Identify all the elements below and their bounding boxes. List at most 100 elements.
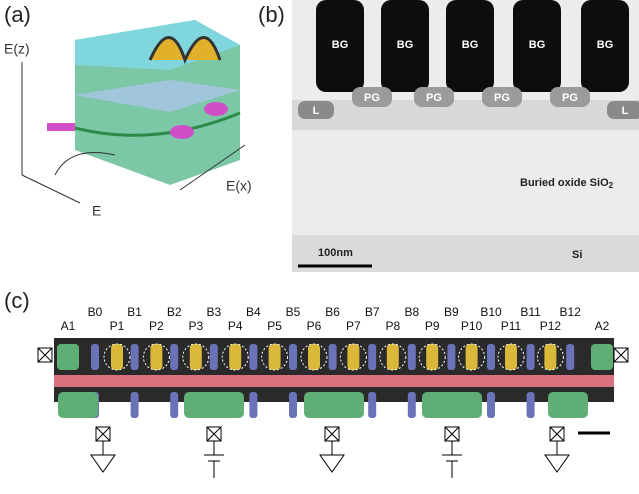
panel-label: (b) — [258, 2, 285, 27]
barrier-gate — [210, 344, 218, 370]
barrier-gate — [408, 392, 416, 418]
barrier-gate — [566, 344, 574, 370]
gate-label: PG — [494, 92, 510, 104]
plunger-gate — [387, 344, 399, 370]
gate-label: B2 — [167, 305, 182, 319]
gate-label: B3 — [206, 305, 221, 319]
lead-label: L — [622, 105, 629, 117]
gate-label: B12 — [560, 305, 582, 319]
barrier-gate — [289, 344, 297, 370]
gate-label: P8 — [385, 319, 400, 333]
gate-label: BG — [332, 39, 349, 51]
gate-label: BG — [529, 39, 546, 51]
figure: (a) E(z) E(x) E (b) Buried oxide SiO2 10… — [0, 0, 639, 494]
gate-label: P12 — [540, 319, 562, 333]
panel-a: (a) E(z) E(x) E — [4, 2, 252, 219]
accumulation-gate — [591, 344, 613, 370]
gate-label: P2 — [149, 319, 164, 333]
gate-label: P10 — [461, 319, 483, 333]
plunger-gate — [347, 344, 359, 370]
lead-label: L — [313, 105, 320, 117]
dot — [204, 102, 228, 116]
gate-label: B1 — [127, 305, 142, 319]
barrier-gate — [368, 344, 376, 370]
barrier-gate — [170, 344, 178, 370]
barrier-gate — [170, 392, 178, 418]
gate-label: B11 — [520, 305, 541, 319]
reservoir-gate — [58, 392, 98, 418]
capacitor — [204, 455, 224, 478]
plunger-gate — [190, 344, 202, 370]
gate-label: BG — [462, 39, 479, 51]
barrier-gate — [487, 392, 495, 418]
gate-label: B9 — [444, 305, 459, 319]
plunger-gate — [111, 344, 123, 370]
gate-label: P11 — [501, 319, 522, 333]
barrier-gate — [131, 344, 139, 370]
oxide-label: Buried oxide SiO2 — [520, 177, 614, 190]
plunger-gate — [150, 344, 162, 370]
gate-label: B10 — [480, 305, 502, 319]
substrate-label: Si — [572, 249, 582, 261]
plunger-gate — [269, 344, 281, 370]
barrier-gate — [329, 344, 337, 370]
ground — [91, 455, 115, 472]
plunger-gate — [426, 344, 438, 370]
accumulation-gate — [57, 344, 79, 370]
panel-label: (a) — [4, 2, 31, 27]
gate-label: B6 — [325, 305, 340, 319]
gate-label: B4 — [246, 305, 261, 319]
dot-level — [47, 123, 75, 131]
scale-label: 100nm — [318, 247, 353, 259]
plunger-gate — [308, 344, 320, 370]
barrier-gate — [91, 344, 99, 370]
gate-label: BG — [597, 39, 614, 51]
gate-label: P1 — [110, 319, 125, 333]
gate-label: B7 — [365, 305, 380, 319]
barrier-gate — [487, 344, 495, 370]
barrier-gate — [289, 392, 297, 418]
reservoir-gate — [184, 392, 244, 418]
ground — [545, 455, 569, 472]
ground — [320, 455, 344, 472]
reservoir-gate — [548, 392, 588, 418]
gate-label: PG — [364, 92, 380, 104]
gate-label: B5 — [286, 305, 301, 319]
axis-label: E — [92, 203, 101, 219]
gate-label: PG — [562, 92, 578, 104]
panel-b: (b) Buried oxide SiO2 100nm Si BG BG BG BG B… — [258, 0, 639, 272]
axis-label: E(x) — [226, 178, 252, 194]
barrier-gate — [527, 392, 535, 418]
gate-label: PG — [426, 92, 442, 104]
gate-label: P5 — [267, 319, 282, 333]
barrier-gate — [527, 344, 535, 370]
barrier-gate — [249, 344, 257, 370]
panel-label: (c) — [4, 288, 30, 313]
reservoir-gate — [304, 392, 364, 418]
gate-label: BG — [397, 39, 414, 51]
barrier-gate — [368, 392, 376, 418]
gate-label: B0 — [88, 305, 103, 319]
plunger-gate — [466, 344, 478, 370]
dot — [170, 125, 194, 139]
gate-label: P3 — [188, 319, 203, 333]
capacitor — [442, 455, 462, 478]
axis-label: E(z) — [4, 41, 30, 57]
gate-label: P4 — [228, 319, 243, 333]
barrier-gate — [447, 344, 455, 370]
axis — [22, 175, 80, 203]
channel — [54, 375, 614, 387]
gate-label: P7 — [346, 319, 361, 333]
reservoir-gate — [422, 392, 482, 418]
barrier-gate — [131, 392, 139, 418]
barrier-gate — [408, 344, 416, 370]
plunger-gate — [229, 344, 241, 370]
gate-label: A1 — [61, 319, 76, 333]
gate-label: P6 — [307, 319, 322, 333]
plunger-gate — [505, 344, 517, 370]
gate-label: A2 — [595, 319, 610, 333]
gate-label: P9 — [425, 319, 440, 333]
barrier-gate — [249, 392, 257, 418]
plunger-gate — [544, 344, 556, 370]
gate-label: B8 — [404, 305, 419, 319]
